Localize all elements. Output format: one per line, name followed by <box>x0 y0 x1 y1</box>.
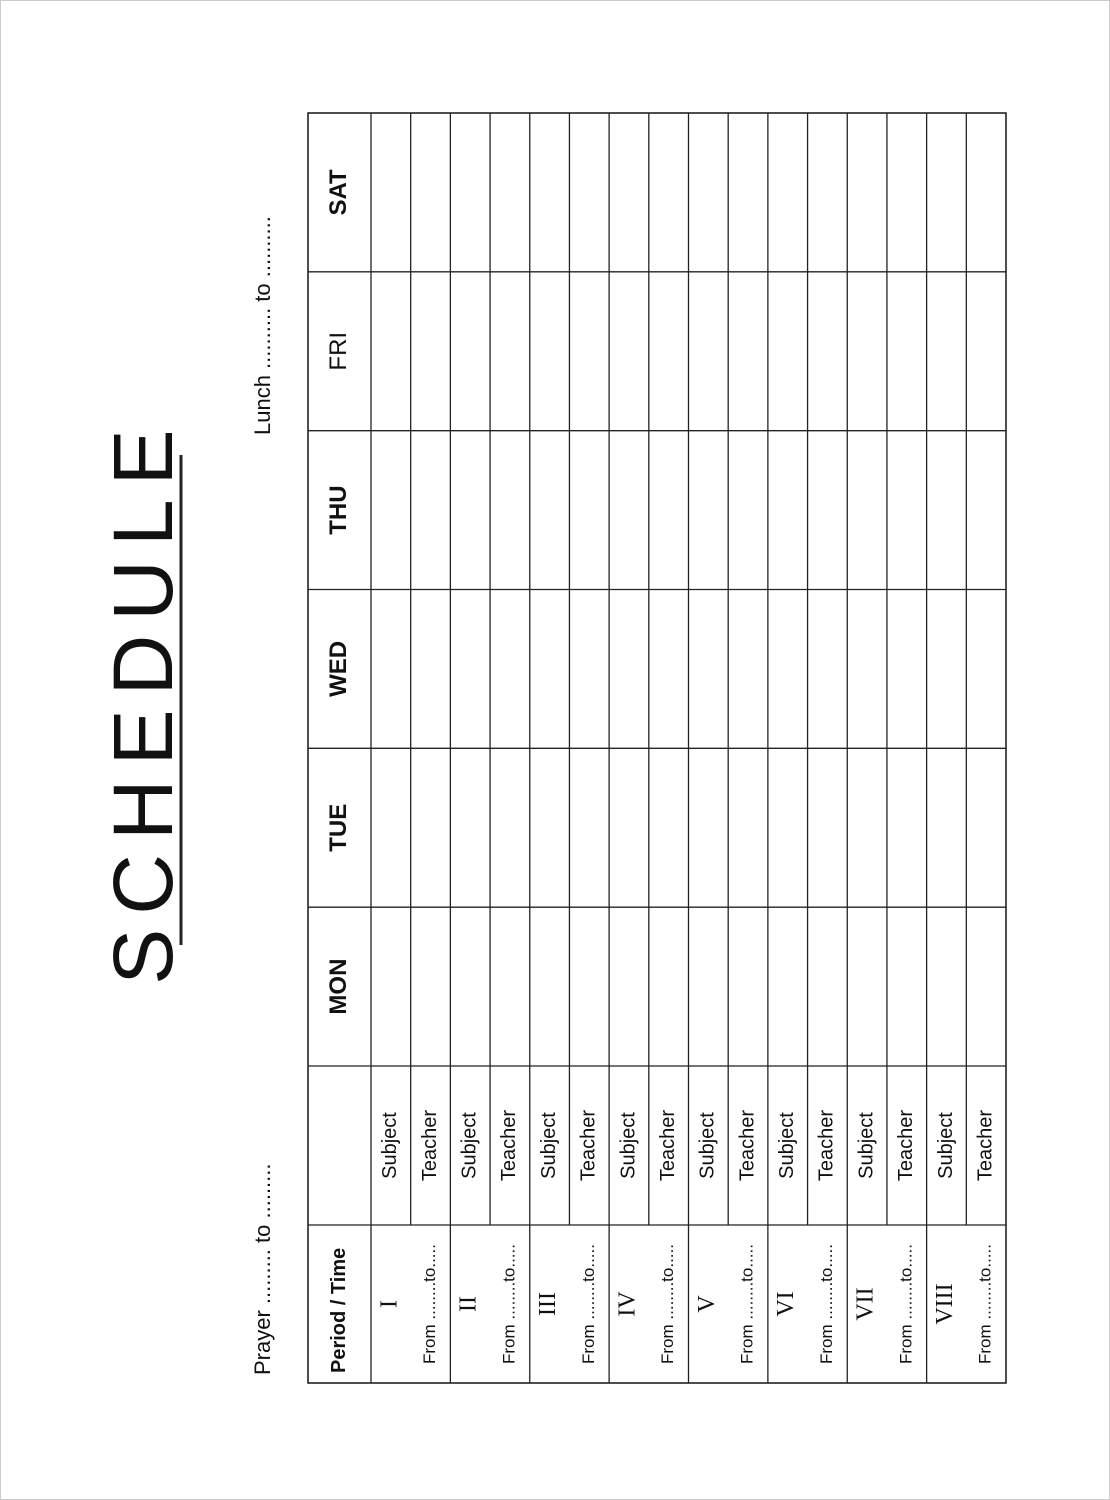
subject-label: Subject <box>776 1112 798 1179</box>
period-time: From ........to..... <box>738 1244 757 1364</box>
period-time: From ........to..... <box>658 1244 677 1364</box>
teacher-label: Teacher <box>816 1110 838 1181</box>
teacher-label: Teacher <box>736 1110 758 1181</box>
subject-label: Subject <box>538 1112 560 1179</box>
period-time: From ........to..... <box>579 1244 598 1364</box>
period-numeral: I <box>376 1300 402 1308</box>
prayer-time: Prayer ......... to ......... <box>250 1163 275 1375</box>
day-header: SAT <box>325 169 352 216</box>
period-time: From ........to..... <box>896 1244 915 1364</box>
lunch-time: Lunch .......... to .......... <box>250 216 275 435</box>
teacher-label: Teacher <box>657 1110 679 1181</box>
day-header: THU <box>325 485 352 534</box>
teacher-label: Teacher <box>974 1110 996 1181</box>
subject-label: Subject <box>935 1112 957 1179</box>
period-numeral: VII <box>853 1287 879 1320</box>
subject-label: Subject <box>379 1112 401 1179</box>
period-header: Period / Time <box>328 1248 350 1373</box>
period-time: From ........to..... <box>420 1244 439 1364</box>
day-header: FRI <box>325 332 352 371</box>
title: SCHEDULE <box>96 415 190 984</box>
day-header: TUE <box>325 804 352 852</box>
teacher-label: Teacher <box>498 1110 520 1181</box>
day-header: MON <box>325 959 352 1015</box>
period-numeral: III <box>535 1292 561 1316</box>
subject-label: Subject <box>617 1112 639 1179</box>
teacher-label: Teacher <box>578 1110 600 1181</box>
period-time: From ........to..... <box>817 1244 836 1364</box>
period-numeral: VIII <box>932 1283 958 1324</box>
subject-label: Subject <box>855 1112 877 1179</box>
period-time: From ........to..... <box>976 1244 995 1364</box>
period-numeral: II <box>456 1296 482 1312</box>
rotated-sheet: SCHEDULE Prayer ......... to ......... L… <box>96 112 1007 1384</box>
subject-label: Subject <box>459 1112 481 1179</box>
period-numeral: IV <box>614 1291 640 1317</box>
teacher-label: Teacher <box>895 1110 917 1181</box>
teacher-label: Teacher <box>419 1110 441 1181</box>
period-time: From ........to..... <box>499 1244 518 1364</box>
period-numeral: V <box>694 1295 720 1313</box>
day-header: WED <box>325 641 352 697</box>
subject-label: Subject <box>697 1112 719 1179</box>
period-numeral: VI <box>773 1291 799 1316</box>
